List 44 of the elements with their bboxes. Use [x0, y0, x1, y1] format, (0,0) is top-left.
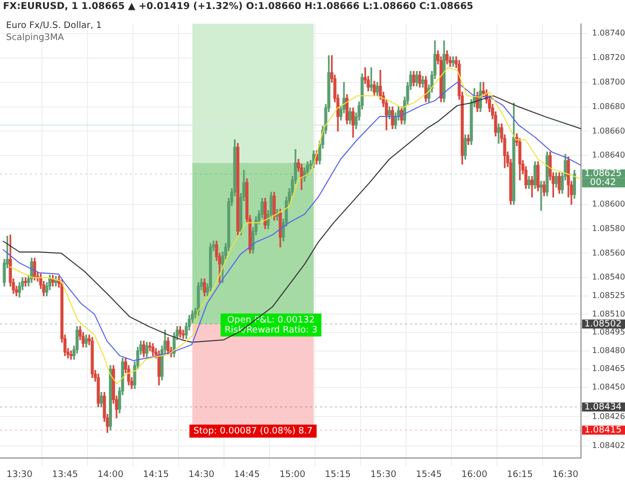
x-tick-label: 14:00	[97, 470, 124, 480]
chart-title: FX:EURUSD, 1 1.08665 ▲ +0.01419 (+1.32%) O:1.08660 H:1.08666 L:1.08660 C:1.08665	[2, 0, 474, 14]
y-tick-label: 1.08600	[592, 199, 625, 208]
chart-subtitle: Euro Fx/U.S. Dollar, 1	[6, 20, 102, 32]
y-tick-label: 1.08465	[592, 364, 625, 374]
ref-line-label: 1.08434	[584, 402, 622, 412]
x-tick-label: 13:30	[6, 470, 33, 480]
x-tick-label: 16:15	[506, 470, 533, 480]
ref-line-label: 1.08415	[584, 425, 622, 436]
y-tick-label: 1.08510	[592, 309, 625, 318]
y-tick-label: 1.08495	[592, 328, 625, 337]
x-tick-label: 16:00	[461, 470, 488, 480]
x-tick-label: 15:30	[370, 470, 397, 480]
y-tick-label: 1.08540	[592, 272, 625, 282]
x-tick-label: 16:30	[552, 470, 579, 480]
ref-line-label: 1.08502	[584, 319, 622, 330]
y-tick-label: 1.08402	[592, 441, 625, 450]
x-tick-label: 15:00	[279, 470, 306, 480]
x-tick-label: 15:45	[416, 470, 442, 480]
y-tick-label: 1.08640	[592, 150, 625, 160]
y-tick-label: 1.08580	[592, 224, 625, 233]
y-tick-label: 1.08450	[592, 382, 625, 392]
candlestick	[530, 176, 534, 198]
x-tick-label: 14:30	[188, 470, 215, 480]
x-tick-label: 13:45	[52, 470, 78, 480]
y-tick-label: 1.08660	[592, 126, 625, 136]
y-tick-label: 1.08480	[592, 346, 625, 355]
x-tick-label: 15:15	[324, 470, 351, 480]
y-tick-label: 1.08560	[592, 248, 625, 258]
annotation: Scalping3MA	[6, 32, 65, 44]
annotation: Stop: 0.00087 (0.08%) 8.7	[193, 426, 313, 436]
candlestick	[69, 350, 73, 360]
y-tick-label: 1.08700	[592, 77, 625, 86]
y-tick-label: 1.08740	[592, 28, 625, 38]
text: 00:42	[590, 178, 616, 188]
candlestick	[24, 277, 28, 286]
y-tick-label: 1.08720	[592, 53, 625, 62]
x-tick-label: 14:15	[142, 470, 169, 480]
y-tick-label: 1.08426	[592, 412, 625, 421]
annotation: Open P&L: 0.00132	[227, 315, 315, 326]
x-tick-label: 14:45	[234, 470, 260, 480]
y-tick-label: 1.08525	[592, 290, 625, 300]
ref-line-label: 1.08625	[584, 169, 622, 180]
y-tick-label: 1.08680	[592, 102, 625, 111]
